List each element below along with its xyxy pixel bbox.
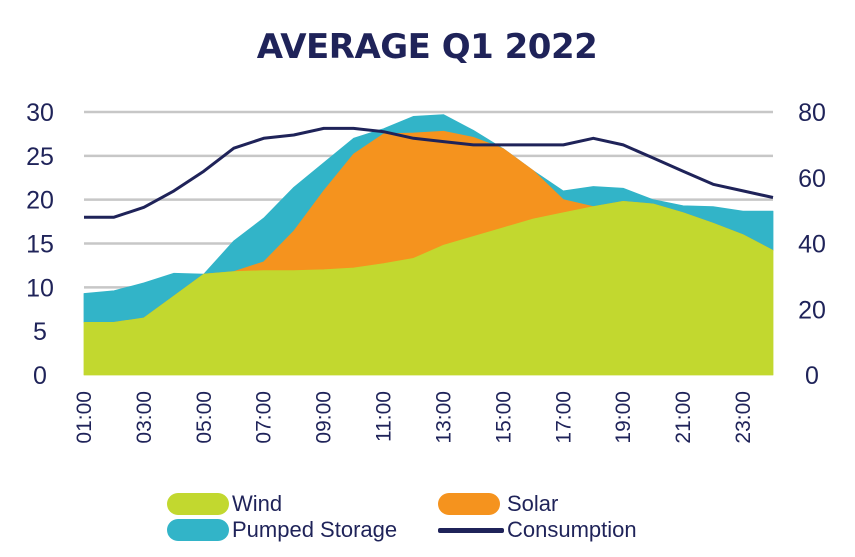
right-axis-tick-label: 80	[798, 99, 826, 127]
legend-item-wind: Wind	[167, 491, 282, 516]
x-axis-tick-label: 07:00	[253, 391, 276, 444]
x-axis-tick-label: 17:00	[552, 391, 575, 444]
right-axis-tick-label: 0	[805, 362, 819, 390]
legend-swatch	[167, 519, 229, 541]
x-axis-tick-label: 05:00	[193, 391, 216, 444]
left-axis-tick-label: 0	[33, 362, 47, 390]
chart-title: AVERAGE Q1 2022	[257, 27, 598, 67]
x-axis-tick-label: 15:00	[492, 391, 515, 444]
right-axis-tick-label: 60	[798, 165, 826, 193]
left-axis-tick-label: 5	[33, 318, 47, 346]
x-axis-tick-label: 11:00	[373, 391, 396, 442]
x-axis-tick-label: 21:00	[672, 391, 695, 444]
legend: Wind Solar Pumped Storage Consumption	[167, 491, 637, 542]
legend-label: Solar	[507, 491, 558, 516]
x-axis-tick-label: 13:00	[432, 391, 455, 444]
legend-item-consumption: Consumption	[438, 517, 637, 542]
legend-swatch	[438, 493, 500, 515]
consumption-line-layer	[84, 126, 774, 219]
wind-area	[83, 201, 774, 376]
right-axis-tick-label: 40	[798, 231, 826, 259]
left-axis-tick-label: 10	[26, 274, 54, 302]
legend-swatch	[167, 493, 229, 515]
legend-item-pumped-storage: Pumped Storage	[167, 517, 397, 542]
right-axis-ticks: 0 20 40 60 80	[798, 99, 826, 390]
legend-label: Pumped Storage	[232, 517, 397, 542]
legend-label: Wind	[232, 491, 282, 516]
legend-label: Consumption	[507, 517, 637, 542]
left-axis-tick-label: 30	[26, 99, 54, 127]
x-axis-tick-label: 23:00	[732, 391, 755, 444]
left-axis-tick-label: 20	[26, 187, 54, 215]
x-axis-tick-label: 09:00	[313, 391, 336, 444]
areas	[83, 114, 774, 376]
left-axis-tick-label: 15	[26, 231, 54, 259]
legend-swatch	[438, 528, 504, 533]
left-axis-ticks: 0 5 10 15 20 25 30	[26, 99, 54, 390]
right-axis-tick-label: 20	[798, 296, 826, 324]
x-axis-tick-label: 01:00	[73, 391, 96, 444]
x-axis-tick-label: 03:00	[133, 391, 156, 444]
left-axis-tick-label: 25	[26, 143, 54, 171]
legend-item-solar: Solar	[438, 491, 558, 516]
x-axis-tick-label: 19:00	[612, 391, 635, 444]
consumption-line	[84, 126, 774, 219]
x-axis-ticks: 01:00 03:00 05:00 07:00 09:00 11:00 13:00 15:00…	[73, 391, 755, 444]
